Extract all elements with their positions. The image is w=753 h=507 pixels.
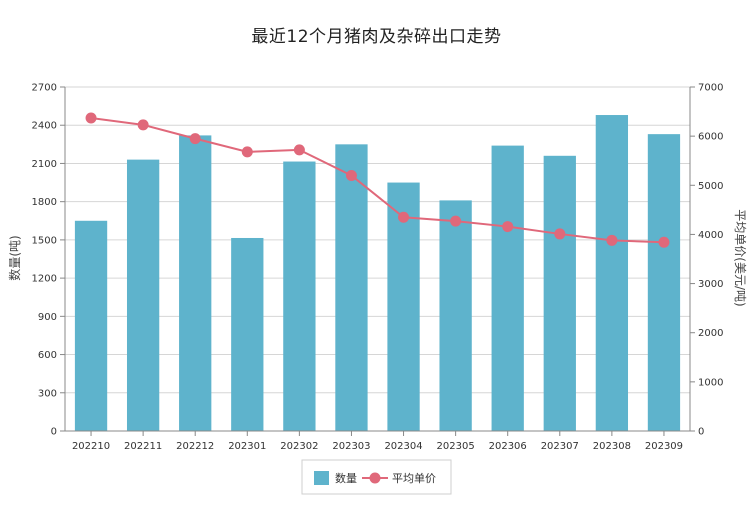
price-point [502,221,514,233]
bar [491,145,524,431]
x-tick-label: 202305 [437,441,475,452]
bar [179,135,212,432]
y2-tick-label: 0 [698,427,704,438]
bar [126,159,160,431]
x-tick-labels: 202210 202211 202212 202301 202302 202303 2023… [72,441,683,452]
price-point [293,144,305,156]
legend-label-price: 平均单价 [392,472,436,485]
x-tick-label: 202210 [72,441,110,452]
y-tick-label: 2700 [32,83,57,94]
y-tick-label: 300 [38,388,57,399]
y2-tick-label: 4000 [698,230,723,241]
y-tick-label: 2400 [32,121,57,132]
y-tick-label: 0 [51,427,57,438]
price-point [345,169,357,181]
x-tick-label: 202306 [489,441,527,452]
x-tick-label: 202304 [384,441,422,452]
bar [335,144,368,432]
y-tick-label: 900 [38,312,57,323]
price-point [137,119,149,131]
bar [647,134,681,431]
price-point [554,228,566,240]
legend-swatch-bar [314,471,329,485]
x-tick-label: 202303 [332,441,370,452]
bar [595,115,629,431]
y2-tick-label: 1000 [698,377,723,388]
bar [387,182,420,431]
price-point [398,211,410,223]
bar-series [74,115,681,432]
legend-label-quantity: 数量 [335,472,357,485]
y-tick-label: 1200 [32,274,57,285]
bar [543,155,576,432]
price-line [90,116,664,244]
y-axis-title: 数量(吨) [7,235,22,280]
x-tick-label: 202309 [645,441,683,452]
bar [439,200,472,431]
y2-tick-label: 7000 [698,83,723,94]
x-tick-label: 202302 [280,441,318,452]
price-point [241,146,253,158]
right-tick-labels: 0 1000 2000 3000 4000 5000 6000 7000 [698,83,723,438]
bar [231,237,264,431]
y2-tick-label: 5000 [698,181,723,192]
y2-tick-label: 2000 [698,328,723,339]
bar [283,161,316,432]
price-point [606,234,618,246]
x-tick-label: 202211 [124,441,162,452]
chart-title: 最近12个月猪肉及杂碎出口走势 [251,27,502,47]
axes [60,86,695,436]
y-tick-label: 1500 [32,235,57,246]
line-series [85,112,670,248]
y-tick-label: 2100 [32,159,57,170]
left-tick-labels: 0 300 600 900 1200 1500 1800 2100 2400 2700 [32,83,57,438]
x-tick-label: 202301 [228,441,266,452]
y2-tick-label: 3000 [698,279,723,290]
x-tick-label: 202307 [541,441,579,452]
x-tick-label: 202308 [593,441,631,452]
price-point [85,112,97,124]
legend-swatch-marker [369,472,381,484]
price-point [189,133,201,145]
bar [74,220,108,431]
y2-tick-label: 6000 [698,132,723,143]
legend: 数量 平均单价 [301,459,452,495]
x-tick-label: 202212 [176,441,214,452]
price-point [658,236,670,248]
y-tick-label: 600 [38,350,57,361]
price-point [450,215,462,227]
gridlines [65,86,690,394]
y-tick-label: 1800 [32,197,57,208]
y2-axis-title: 平均单价(美元/吨) [733,209,747,306]
